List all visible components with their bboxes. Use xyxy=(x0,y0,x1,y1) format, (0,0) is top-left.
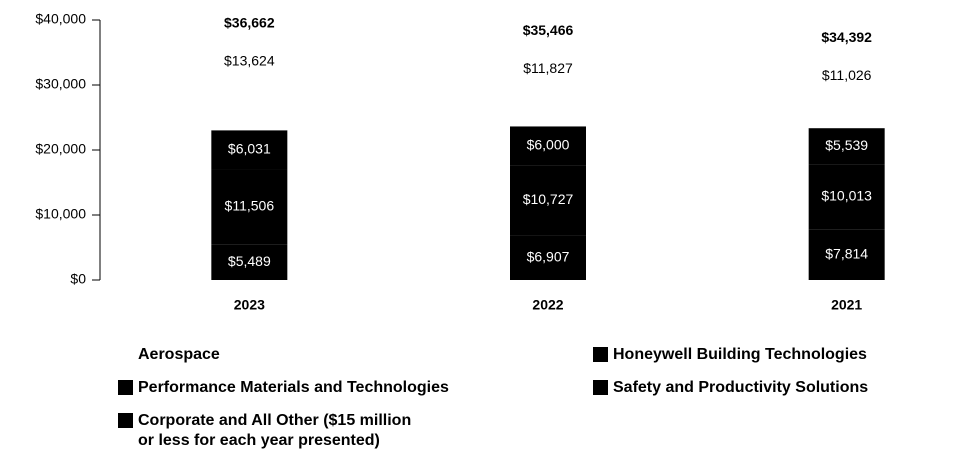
bar-segment xyxy=(808,128,885,165)
bar-segment xyxy=(510,235,586,280)
legend-label: Safety and Productivity Solutions xyxy=(613,379,869,396)
x-tick-label: 2023 xyxy=(234,297,265,313)
y-tick-label: $30,000 xyxy=(35,76,86,92)
value-label: $11,026 xyxy=(822,67,872,83)
bar-segment xyxy=(808,229,885,280)
y-tick-label: $10,000 xyxy=(35,206,86,222)
y-tick-label: $0 xyxy=(70,271,86,287)
legend-item: Performance Materials and Technologies xyxy=(118,378,593,398)
value-label: $6,031 xyxy=(228,141,271,157)
legend-item: Safety and Productivity Solutions xyxy=(593,378,953,398)
bar-segment xyxy=(211,169,288,245)
value-label: $7,814 xyxy=(825,245,868,261)
bar-segment xyxy=(808,56,885,129)
value-label: $11,827 xyxy=(523,60,573,76)
legend-item: Aerospace xyxy=(118,345,593,365)
legend-swatch xyxy=(593,347,608,362)
legend-item: Honeywell Building Technologies xyxy=(593,345,953,365)
x-tick-label: 2021 xyxy=(831,297,862,313)
plot: $0 $10,000 $20,000 $30,000 $40,000 2023 $5,489… xyxy=(35,11,885,313)
y-tick-label: $40,000 xyxy=(35,11,86,27)
total-label: $34,392 xyxy=(821,29,872,45)
bar-segment xyxy=(510,126,586,166)
legend-label: Performance Materials and Technologies xyxy=(138,379,449,396)
bar-segment xyxy=(211,41,288,131)
value-label: $10,013 xyxy=(821,187,872,203)
legend-swatch xyxy=(118,347,133,362)
legend-label: Corporate and All Other ($15 million or … xyxy=(138,412,412,449)
y-tick-label: $20,000 xyxy=(35,141,86,157)
legend-swatch xyxy=(118,380,133,395)
total-label: $35,466 xyxy=(523,22,574,38)
value-label: $10,727 xyxy=(523,191,574,207)
legend-swatch xyxy=(118,413,133,428)
x-tick-label: 2022 xyxy=(532,297,563,313)
total-label: $36,662 xyxy=(224,14,275,30)
legend-swatch xyxy=(593,380,608,395)
legend-item: Corporate and All Other ($15 million or … xyxy=(118,411,593,451)
value-label: $6,907 xyxy=(527,248,570,264)
legend-label: Aerospace xyxy=(138,346,220,363)
value-label: $13,624 xyxy=(224,52,275,68)
bar-segment xyxy=(211,130,288,170)
value-label: $5,539 xyxy=(825,137,868,153)
bar-segment xyxy=(808,164,885,230)
legend-label: Honeywell Building Technologies xyxy=(613,346,867,363)
value-label: $11,506 xyxy=(225,198,275,214)
bar-segment xyxy=(211,244,288,280)
value-label: $5,489 xyxy=(228,253,271,269)
value-label: $6,000 xyxy=(527,137,570,153)
legend: Aerospace Honeywell Building Technologies… xyxy=(118,345,953,451)
bar-segment xyxy=(510,165,586,236)
bar-segment xyxy=(510,49,586,127)
